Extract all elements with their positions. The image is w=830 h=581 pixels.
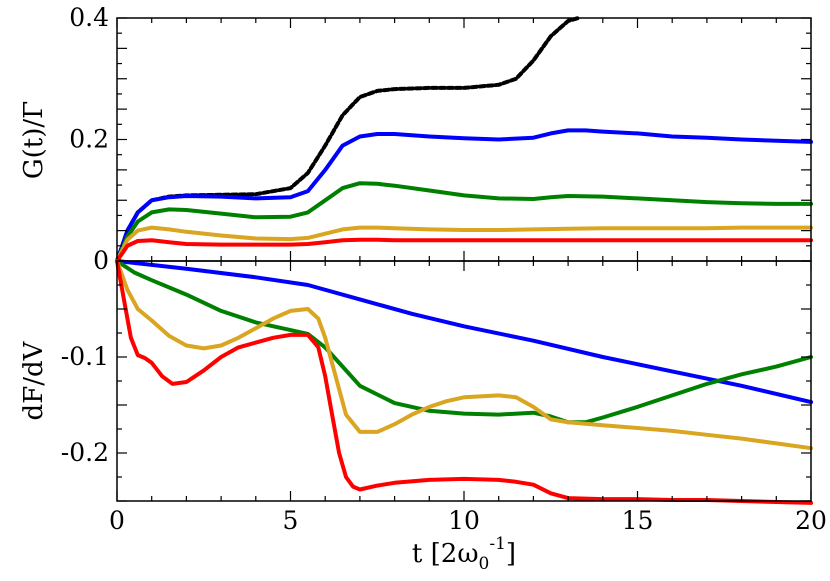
- x-axis-label-superscript: -1: [489, 534, 506, 554]
- bottom-series-gold: [115, 259, 813, 451]
- top-series-green: [115, 181, 813, 263]
- bottom-series-green: [115, 259, 813, 425]
- x-axis-label-main: t [2ω: [412, 539, 479, 569]
- x-axis-label-subscript: 0: [479, 554, 490, 574]
- bottom-ytick-label: -0.1: [61, 342, 109, 371]
- x-axis-label: t [2ω0-1]: [412, 534, 516, 574]
- x-axis-label-end: ]: [506, 539, 516, 569]
- xtick-label: 10: [448, 506, 480, 535]
- top-ytick-label: 0.2: [69, 125, 109, 154]
- top-ytick-label: 0.4: [69, 3, 109, 32]
- top-panel: 0 0.2 0.4 G(t)/Γ: [19, 3, 813, 275]
- top-ylabel: G(t)/Γ: [19, 101, 49, 179]
- bottom-plot-frame: [116, 260, 812, 502]
- xtick-label: 0: [109, 506, 125, 535]
- bottom-ytick-label: -0.2: [61, 438, 109, 467]
- bottom-panel: -0.1-0.20 5 10 15 20 dF/dV t [2ω0-1]: [19, 259, 827, 574]
- bottom-series-blue: [115, 259, 813, 405]
- bottom-series-red: [115, 259, 813, 505]
- top-ticks-group: 0 0.2 0.4: [69, 3, 812, 275]
- top-series-gold: [115, 225, 813, 263]
- xtick-label: 20: [795, 506, 827, 535]
- bottom-series-group: [115, 259, 813, 505]
- bottom-ylabel: dF/dV: [19, 340, 49, 420]
- top-series-red: [115, 237, 813, 263]
- top-ytick-label: 0: [93, 246, 109, 275]
- bottom-ticks-group: -0.1 -0.2 0 5 10 15 20: [61, 260, 827, 535]
- top-series-blue: [115, 128, 813, 263]
- top-series-group: [115, 16, 813, 263]
- xtick-label: 5: [283, 506, 299, 535]
- xtick-label: 15: [622, 506, 654, 535]
